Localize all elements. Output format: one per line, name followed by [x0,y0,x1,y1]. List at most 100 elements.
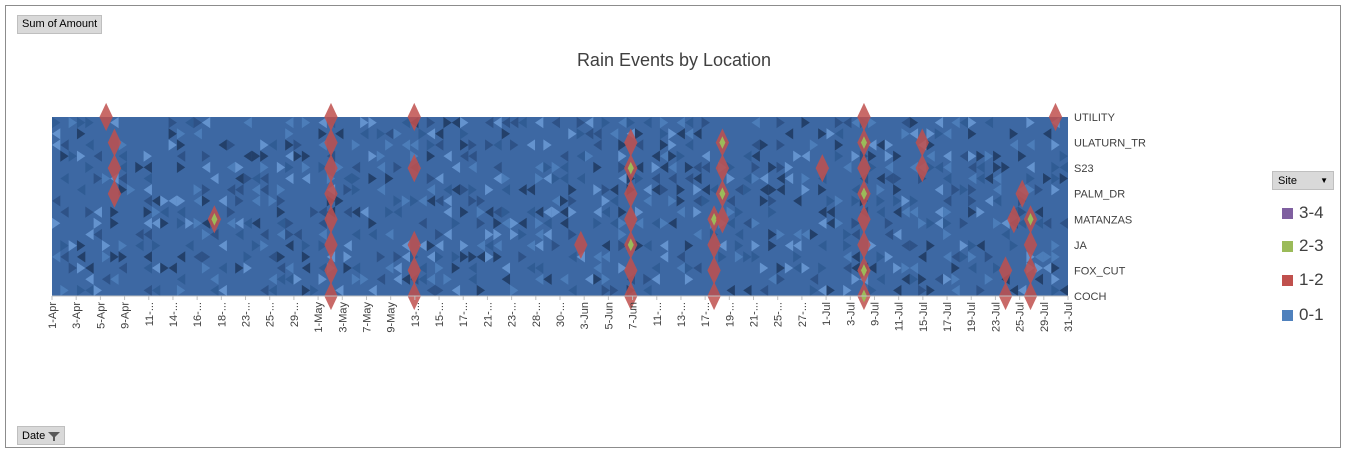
texture-cell [751,172,760,185]
texture-cell [401,240,411,252]
texture-cell [535,161,544,173]
texture-cell [360,128,369,140]
texture-cell [809,284,819,296]
texture-cell [1009,240,1019,252]
site-legend-field-button[interactable]: Site ▼ [1272,171,1334,190]
texture-cell [901,273,910,285]
texture-cell [1059,150,1068,162]
texture-cell [243,172,252,185]
texture-cell [526,240,536,252]
site-axis-label: UTILITY [1074,112,1116,124]
date-tick-label: 21-... [482,302,494,327]
texture-cell [659,217,669,229]
texture-cell [268,139,277,151]
texture-cell [1051,251,1060,263]
texture-cell [618,172,627,185]
texture-cell [968,251,977,263]
texture-cell [560,195,569,207]
texture-cell [676,251,685,263]
rain-event-mark [407,154,421,183]
texture-cell [318,240,327,252]
texture-cell [501,128,511,140]
date-tick-label: 25-Jul [1015,302,1027,332]
texture-cell [668,161,677,173]
date-tick-label: 29-Jul [1039,302,1051,332]
texture-cell [410,195,419,207]
texture-cell [968,206,977,218]
texture-cell [934,184,944,196]
texture-cell [68,117,77,129]
texture-cell [201,117,211,129]
texture-cell [551,172,560,185]
texture-cell [68,150,77,162]
texture-cell [135,161,144,173]
texture-cell [851,184,860,196]
texture-cell [426,273,436,285]
rain-event-peak [719,136,726,149]
date-field-button[interactable]: Date [17,426,66,445]
texture-cell [151,262,161,274]
texture-cell [210,228,219,241]
texture-cell [401,139,411,151]
texture-cell [909,240,919,252]
texture-cell [318,273,327,285]
texture-cell [951,117,960,129]
legend-item-3-4: 3-4 [1282,203,1324,223]
texture-cell [693,206,702,218]
sum-of-amount-field-button[interactable]: Sum of Amount [17,15,103,34]
texture-cell [884,217,894,229]
texture-cell [734,251,744,263]
texture-cell [385,139,394,151]
texture-cell [251,195,261,207]
texture-cell [701,195,710,207]
texture-cell [435,262,444,274]
texture-cell [426,195,436,207]
texture-cell [526,206,536,218]
texture-cell [809,228,819,241]
surface-texture [52,117,1068,296]
texture-cell [468,251,477,263]
legend-swatch-0-1 [1282,309,1293,321]
texture-cell [60,240,69,252]
texture-cell [884,150,894,162]
texture-cell [959,150,969,162]
texture-cell [701,184,710,196]
rain-event-mark [715,154,730,183]
texture-cell [609,284,619,296]
texture-cell [876,251,885,263]
texture-cell [251,150,261,162]
texture-cell [560,150,569,162]
texture-cell [968,117,977,129]
date-tick-label: 5-Apr [95,302,107,329]
texture-cell [393,273,402,285]
texture-cell [276,228,286,241]
texture-cell [418,240,427,252]
texture-cell [584,128,594,140]
texture-cell [276,273,286,285]
texture-cell [110,273,119,285]
texture-cell [634,172,644,185]
texture-cell [201,195,211,207]
texture-cell [435,128,444,140]
date-tick-label: 19-... [724,302,736,327]
texture-cell [868,150,877,162]
site-axis-label: S23 [1074,163,1094,175]
texture-cell [235,262,244,274]
texture-cell [684,240,694,252]
texture-cell [235,195,244,207]
texture-cell [1018,284,1027,296]
texture-cell [243,217,252,229]
texture-cell [468,184,477,196]
texture-cell [984,273,994,285]
texture-cell [110,117,119,129]
texture-cell [443,117,452,129]
texture-cell [1059,161,1068,173]
texture-cell [643,117,652,129]
texture-cell [926,240,935,252]
texture-cell [568,228,577,241]
texture-cell [518,251,527,263]
texture-cell [351,262,361,274]
texture-cell [101,251,111,263]
texture-cell [684,117,694,129]
rain-event-mark [998,256,1013,285]
